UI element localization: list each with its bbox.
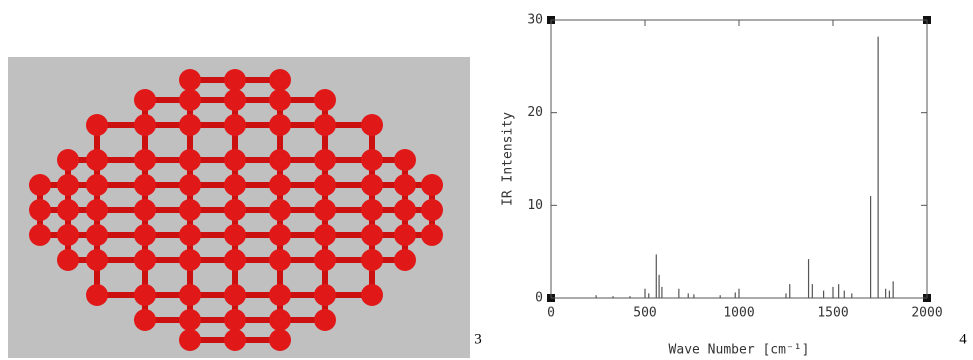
atom xyxy=(394,224,416,246)
atom xyxy=(314,249,336,271)
atom xyxy=(224,309,246,331)
atom xyxy=(314,174,336,196)
atom xyxy=(224,69,246,91)
atom xyxy=(314,114,336,136)
atom xyxy=(314,284,336,306)
atom xyxy=(57,199,79,221)
atom xyxy=(269,224,291,246)
atom xyxy=(314,309,336,331)
atom xyxy=(57,174,79,196)
atom xyxy=(269,199,291,221)
atom xyxy=(361,249,383,271)
atom xyxy=(179,149,201,171)
y-tick-label: 30 xyxy=(527,13,543,28)
atom xyxy=(269,114,291,136)
atom xyxy=(224,224,246,246)
y-tick-label: 0 xyxy=(535,291,543,306)
atom xyxy=(86,114,108,136)
atom xyxy=(57,249,79,271)
atom xyxy=(361,174,383,196)
atom xyxy=(134,149,156,171)
atom xyxy=(86,224,108,246)
atom xyxy=(269,329,291,351)
atom xyxy=(29,174,51,196)
atom xyxy=(86,249,108,271)
x-tick-label: 500 xyxy=(633,306,656,321)
atom xyxy=(179,174,201,196)
atom xyxy=(269,284,291,306)
atom xyxy=(224,329,246,351)
atom xyxy=(86,284,108,306)
atom xyxy=(134,249,156,271)
atom xyxy=(421,174,443,196)
atom xyxy=(134,114,156,136)
atom xyxy=(134,309,156,331)
atom xyxy=(269,149,291,171)
atom xyxy=(179,309,201,331)
atom xyxy=(224,149,246,171)
atom xyxy=(179,284,201,306)
atom xyxy=(361,114,383,136)
panel-label: 3 xyxy=(474,331,482,347)
x-tick-label: 1000 xyxy=(723,306,754,321)
atom xyxy=(179,329,201,351)
atom xyxy=(314,89,336,111)
x-tick-label: 2000 xyxy=(911,306,942,321)
atom xyxy=(86,199,108,221)
atom xyxy=(269,174,291,196)
x-tick-label: 1500 xyxy=(817,306,848,321)
atom xyxy=(361,149,383,171)
atom xyxy=(86,149,108,171)
atom xyxy=(57,149,79,171)
atom xyxy=(269,249,291,271)
atom xyxy=(394,199,416,221)
atom xyxy=(314,199,336,221)
atom xyxy=(224,114,246,136)
atom xyxy=(361,224,383,246)
atom xyxy=(134,89,156,111)
atom xyxy=(269,309,291,331)
atom xyxy=(179,224,201,246)
panel-label: 4 xyxy=(959,331,967,347)
y-tick-label: 10 xyxy=(527,198,543,213)
atom xyxy=(134,224,156,246)
atom xyxy=(224,284,246,306)
atom xyxy=(134,284,156,306)
atom xyxy=(179,69,201,91)
atom xyxy=(224,89,246,111)
atom xyxy=(134,199,156,221)
atom xyxy=(179,249,201,271)
atom xyxy=(421,199,443,221)
atom xyxy=(394,249,416,271)
x-axis-label: Wave Number [cm⁻¹] xyxy=(669,343,810,358)
atom xyxy=(29,199,51,221)
atom xyxy=(179,114,201,136)
y-tick-label: 20 xyxy=(527,105,543,120)
atom xyxy=(314,149,336,171)
atom xyxy=(224,174,246,196)
y-axis-label: IR Intensity xyxy=(501,112,516,206)
atom xyxy=(361,199,383,221)
atom xyxy=(29,224,51,246)
atom xyxy=(394,149,416,171)
atom xyxy=(57,224,79,246)
atom xyxy=(421,224,443,246)
atom xyxy=(361,284,383,306)
figure: 3 4 Wave Number [cm⁻¹] IR Intensity 0 500… xyxy=(0,0,973,360)
x-tick-label: 0 xyxy=(547,306,555,321)
page: {"panel_labels": ["3", "4"], "chart_data… xyxy=(0,0,973,360)
atom xyxy=(179,89,201,111)
atom xyxy=(394,174,416,196)
atom xyxy=(224,199,246,221)
atom xyxy=(269,69,291,91)
atom xyxy=(134,174,156,196)
atom xyxy=(269,89,291,111)
atom xyxy=(179,199,201,221)
atom xyxy=(86,174,108,196)
atom xyxy=(224,249,246,271)
atom xyxy=(314,224,336,246)
